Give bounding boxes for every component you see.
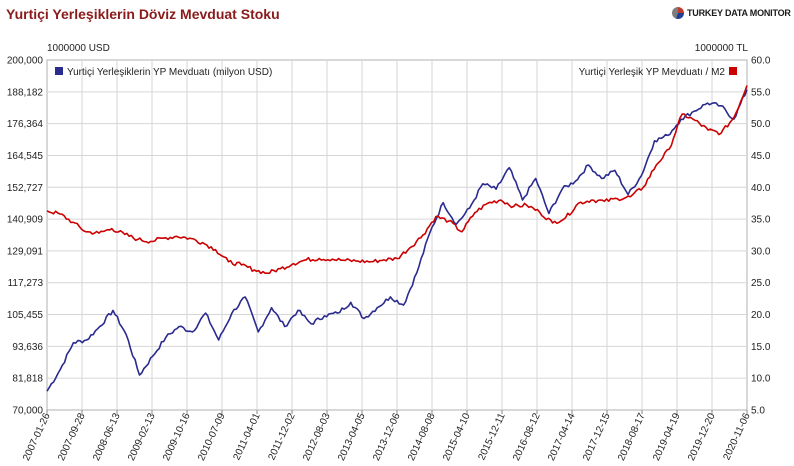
brand-name: TURKEY DATA MONITOR xyxy=(687,8,791,18)
right-axis: 5.0 10.0 15.0 20.0 25.0 30.0 35.0 40.0 45.0 50.0 5… xyxy=(751,56,771,417)
legend-swatch-ratio xyxy=(729,67,737,75)
x-tick-label: 2016-08-12 xyxy=(511,411,543,462)
right-tick-label: 25.0 xyxy=(751,278,771,289)
brand-logo: TURKEY DATA MONITOR xyxy=(672,7,791,19)
legend-label-ratio: Yurtiçi Yerleşik YP Mevduatı / M2 xyxy=(579,67,726,78)
x-axis: 2007-01-26 2007-09-28 2008-06-13 2009-02-13… xyxy=(21,410,753,463)
x-tick-label: 2007-09-28 xyxy=(56,411,88,462)
right-tick-label: 40.0 xyxy=(751,183,771,194)
right-tick-label: 20.0 xyxy=(751,310,771,321)
x-tick-label: 2015-04-10 xyxy=(441,411,473,462)
left-tick-label: 164,545 xyxy=(7,151,44,162)
left-tick-label: 129,091 xyxy=(7,246,44,257)
x-tick-label: 2019-04-19 xyxy=(651,411,683,462)
left-tick-label: 117,273 xyxy=(8,278,44,289)
left-tick-label: 188,182 xyxy=(7,87,44,98)
x-tick-label: 2020-11-06 xyxy=(721,411,752,462)
right-tick-label: 55.0 xyxy=(751,87,771,98)
x-tick-label: 2011-12-02 xyxy=(266,411,297,462)
x-tick-label: 2013-04-05 xyxy=(336,411,368,462)
left-tick-label: 140,909 xyxy=(7,215,44,226)
x-tick-label: 2013-12-06 xyxy=(371,411,403,462)
chart-title: Yurtiçi Yerleşiklerin Döviz Mevduat Stok… xyxy=(6,6,280,22)
x-tick-label: 2012-08-03 xyxy=(301,411,333,462)
gridlines xyxy=(47,60,747,410)
left-tick-label: 81,818 xyxy=(12,374,43,385)
right-tick-label: 35.0 xyxy=(751,215,771,226)
left-tick-label: 200,000 xyxy=(7,56,44,67)
x-tick-label: 2007-01-26 xyxy=(21,411,53,462)
brand-globe-icon xyxy=(672,7,684,19)
x-tick-label: 2014-08-08 xyxy=(406,411,438,462)
x-tick-label: 2015-12-11 xyxy=(476,411,507,462)
legend-swatch-usd xyxy=(55,67,63,75)
x-tick-label: 2009-10-16 xyxy=(161,411,193,462)
right-tick-label: 60.0 xyxy=(751,56,771,67)
series-lines xyxy=(46,85,748,392)
x-tick-label: 2011-04-01 xyxy=(231,411,262,462)
left-tick-label: 105,455 xyxy=(7,310,44,321)
x-tick-label: 2017-04-14 xyxy=(546,411,578,462)
x-tick-label: 2008-06-13 xyxy=(91,411,123,462)
left-tick-label: 152,727 xyxy=(7,183,44,194)
legend-label-usd: Yurtiçi Yerleşiklerin YP Mevduatı (milyo… xyxy=(67,67,272,78)
left-axis: 70,000 81,818 93,636 105,455 117,273 129,091 1… xyxy=(7,56,44,417)
right-axis-unit: 1000000 TL xyxy=(694,43,748,54)
legend: Yurtiçi Yerleşiklerin YP Mevduatı (milyo… xyxy=(55,67,737,78)
x-tick-label: 2019-12-20 xyxy=(686,411,718,462)
right-tick-label: 45.0 xyxy=(751,151,771,162)
x-tick-label: 2018-08-17 xyxy=(616,411,648,462)
left-tick-label: 176,364 xyxy=(7,119,44,130)
right-tick-label: 50.0 xyxy=(751,119,771,130)
x-tick-label: 2009-02-13 xyxy=(126,411,158,462)
series-line-usd xyxy=(46,89,748,392)
x-tick-label: 2010-07-09 xyxy=(196,411,228,462)
series-line-ratio xyxy=(46,85,748,275)
right-tick-label: 10.0 xyxy=(751,374,771,385)
right-tick-label: 30.0 xyxy=(751,246,771,257)
x-tick-label: 2017-12-15 xyxy=(581,411,613,462)
left-axis-unit: 1000000 USD xyxy=(47,43,110,54)
right-tick-label: 5.0 xyxy=(751,406,765,417)
right-tick-label: 15.0 xyxy=(751,342,771,353)
left-tick-label: 70,000 xyxy=(12,406,43,417)
left-tick-label: 93,636 xyxy=(12,342,43,353)
